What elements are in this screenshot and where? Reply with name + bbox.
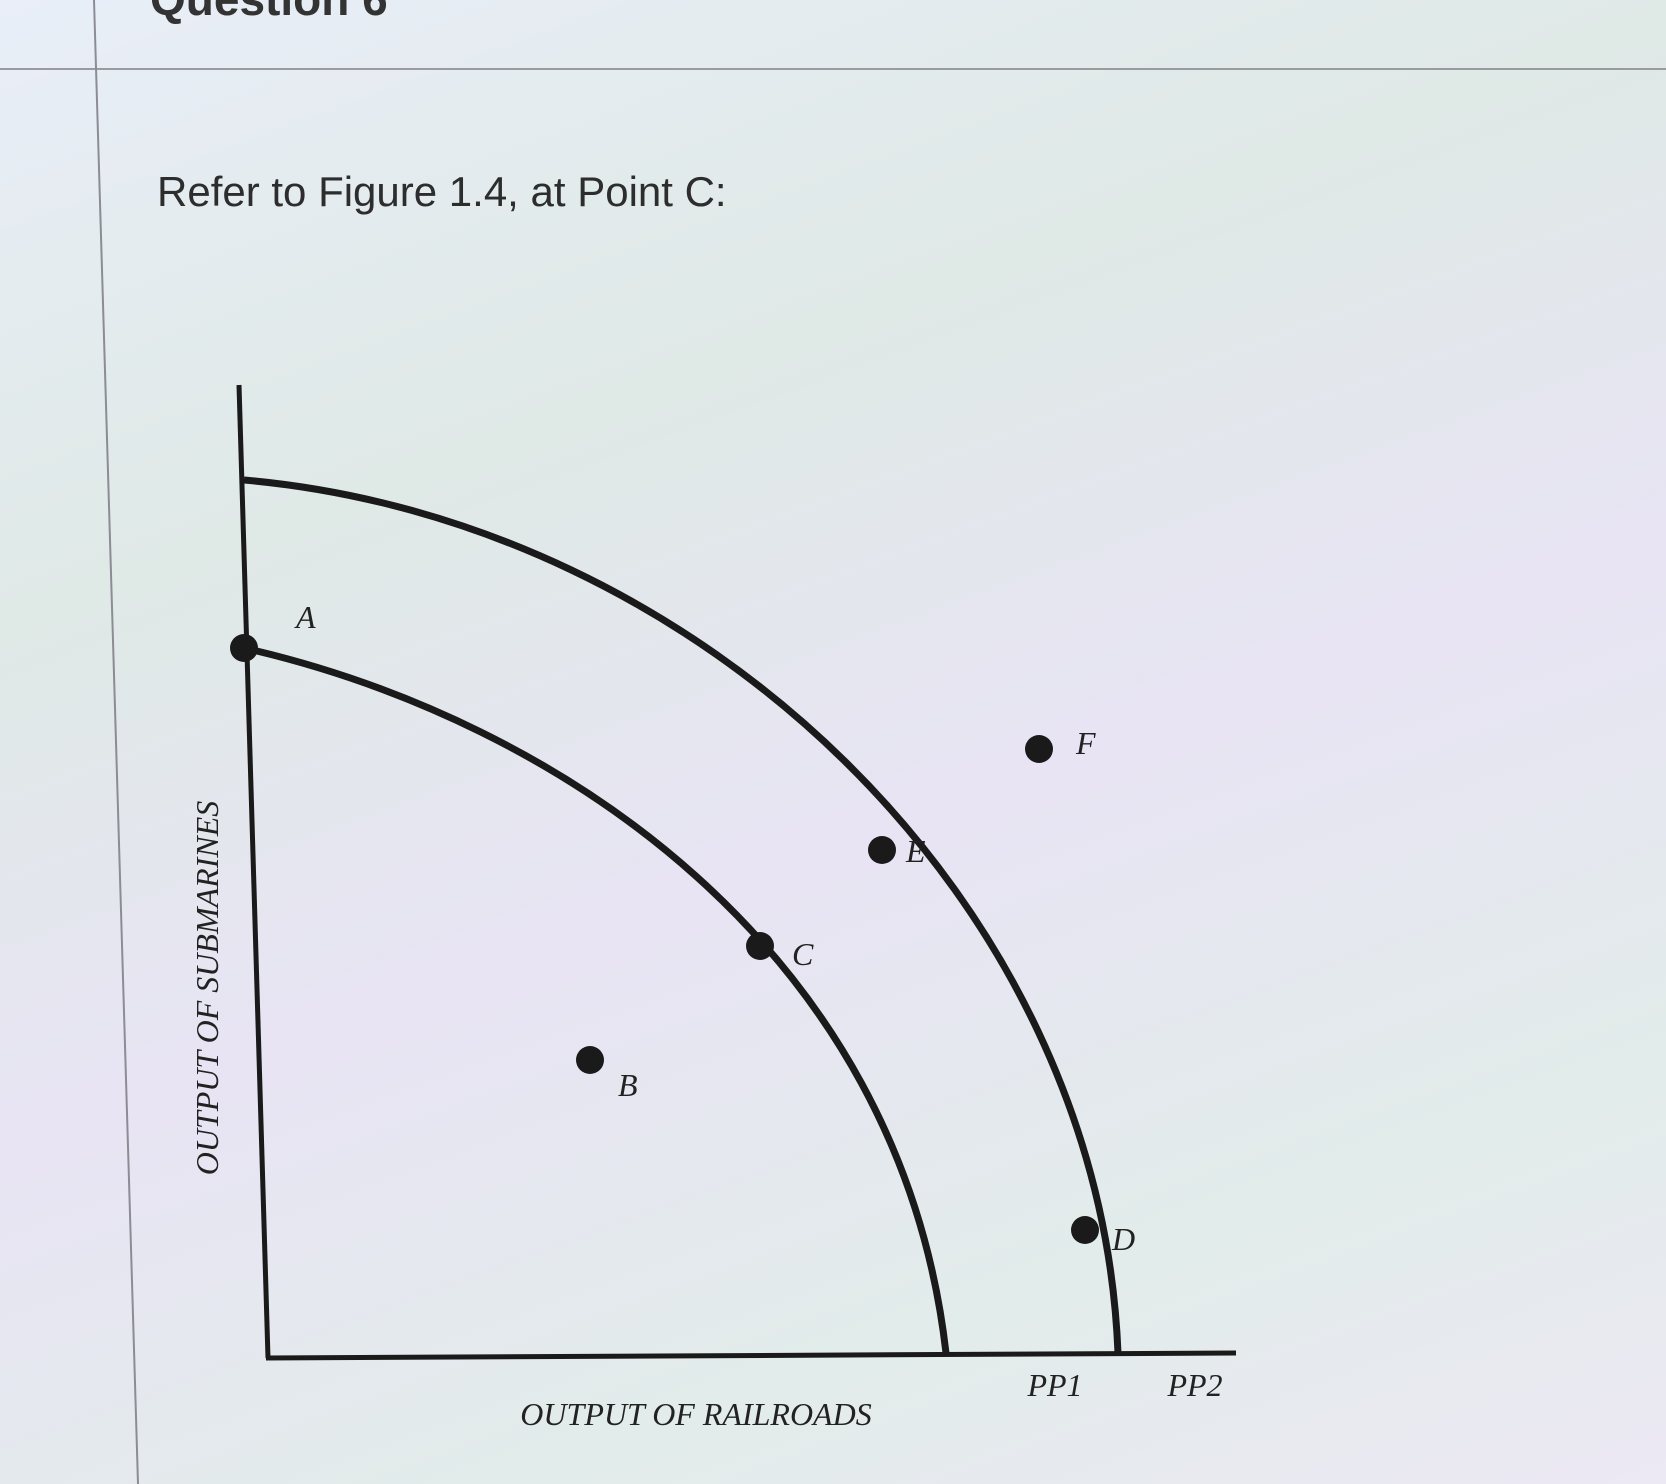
point-label: B [618, 1067, 638, 1103]
point-dot [1071, 1216, 1099, 1244]
ppf-outer [243, 476, 1122, 1354]
y-axis-label: OUTPUT OF SUBMARINES [189, 801, 225, 1176]
x-axis-label: OUTPUT OF RAILROADS [520, 1396, 871, 1432]
point-label: E [905, 833, 926, 869]
point-label: F [1075, 725, 1096, 761]
y-axis [236, 384, 271, 1359]
point-label: D [1111, 1221, 1135, 1257]
curve-label: PP1 [1026, 1367, 1082, 1403]
ppf-inner [243, 644, 950, 1354]
point-dot [746, 932, 774, 960]
point-label: A [294, 599, 316, 635]
curve-label: PP2 [1166, 1367, 1222, 1403]
point-dot [230, 634, 258, 662]
point-dot [576, 1046, 604, 1074]
x-axis [265, 1350, 1237, 1361]
question-title: Question 6 [150, 0, 388, 26]
left-border [93, 0, 139, 1484]
point-label: C [792, 936, 814, 972]
point-dot [868, 836, 896, 864]
point-dot [1025, 735, 1053, 763]
question-text: Refer to Figure 1.4, at Point C: [157, 168, 727, 215]
